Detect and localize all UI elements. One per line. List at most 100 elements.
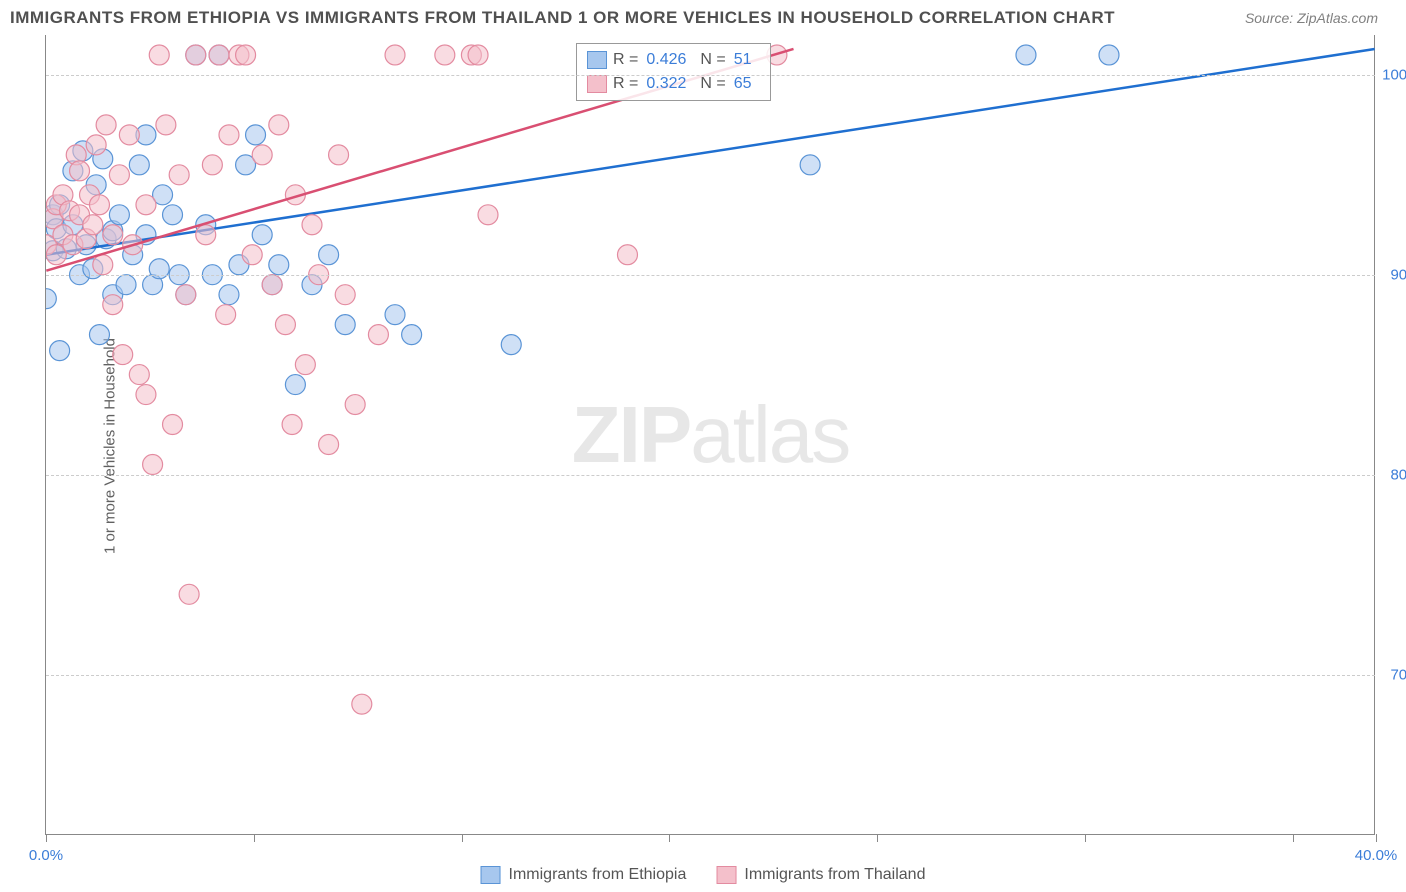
scatter-point <box>63 161 83 181</box>
scatter-point <box>136 385 156 405</box>
scatter-point <box>56 239 76 259</box>
gridline-horizontal <box>46 275 1375 276</box>
series-legend-item: Immigrants from Ethiopia <box>481 866 687 884</box>
scatter-point <box>242 245 262 265</box>
y-tick-label: 90.0% <box>1390 267 1406 284</box>
scatter-point <box>236 155 256 175</box>
scatter-point <box>252 145 272 165</box>
scatter-point <box>209 45 229 65</box>
scatter-point <box>163 415 183 435</box>
scatter-point <box>70 161 90 181</box>
x-tick-label: 40.0% <box>1355 847 1398 864</box>
scatter-point <box>123 245 143 265</box>
scatter-point <box>129 365 149 385</box>
series-name: Immigrants from Thailand <box>744 866 925 884</box>
scatter-point <box>402 325 422 345</box>
series-legend: Immigrants from Ethiopia Immigrants from … <box>481 866 926 884</box>
scatter-point <box>302 215 322 235</box>
series-legend-item: Immigrants from Thailand <box>716 866 925 884</box>
scatter-point <box>46 289 56 309</box>
x-tick-label: 0.0% <box>29 847 63 864</box>
x-tick <box>462 834 463 842</box>
scatter-point <box>103 285 123 305</box>
scatter-point <box>63 235 83 255</box>
scatter-point <box>153 185 173 205</box>
scatter-point <box>179 584 199 604</box>
scatter-point <box>103 221 123 241</box>
scatter-point <box>285 375 305 395</box>
scatter-point <box>113 345 133 365</box>
x-tick <box>669 834 670 842</box>
scatter-point <box>96 229 116 249</box>
plot-right-border <box>1374 35 1375 834</box>
legend-swatch <box>587 51 607 69</box>
scatter-point <box>93 255 113 275</box>
y-tick-label: 100.0% <box>1382 67 1406 84</box>
series-name: Immigrants from Ethiopia <box>509 866 687 884</box>
scatter-point <box>53 185 73 205</box>
legend-n-value: 51 <box>734 48 752 72</box>
scatter-point <box>385 305 405 325</box>
scatter-point <box>282 415 302 435</box>
scatter-point <box>345 395 365 415</box>
scatter-point <box>176 285 196 305</box>
scatter-point <box>46 205 63 225</box>
scatter-point <box>335 285 355 305</box>
legend-row: R =0.426N =51 <box>587 48 760 72</box>
scatter-point <box>229 255 249 275</box>
scatter-point <box>136 225 156 245</box>
scatter-point <box>176 285 196 305</box>
scatter-point <box>129 155 149 175</box>
scatter-point <box>76 235 96 255</box>
scatter-point <box>136 195 156 215</box>
scatter-point <box>1016 45 1036 65</box>
watermark: ZIPatlas <box>572 389 849 481</box>
scatter-point <box>236 45 256 65</box>
scatter-point <box>83 215 103 235</box>
scatter-point <box>136 125 156 145</box>
scatter-point <box>478 205 498 225</box>
scatter-point <box>46 235 56 255</box>
scatter-point <box>329 145 349 165</box>
scatter-point <box>285 185 305 205</box>
chart-title: IMMIGRANTS FROM ETHIOPIA VS IMMIGRANTS F… <box>10 8 1115 28</box>
scatter-point <box>501 335 521 355</box>
scatter-point <box>202 155 222 175</box>
scatter-point <box>96 115 116 135</box>
scatter-point <box>46 219 66 239</box>
scatter-point <box>385 45 405 65</box>
scatter-point <box>219 125 239 145</box>
y-tick-label: 70.0% <box>1390 667 1406 684</box>
legend-swatch <box>716 866 736 884</box>
scatter-point <box>335 315 355 335</box>
scatter-point <box>319 435 339 455</box>
scatter-point <box>70 205 90 225</box>
scatter-point <box>66 145 86 165</box>
scatter-point <box>169 165 189 185</box>
scatter-point <box>435 45 455 65</box>
scatter-point <box>143 275 163 295</box>
scatter-point <box>103 295 123 315</box>
scatter-point <box>53 225 73 245</box>
scatter-point <box>368 325 388 345</box>
scatter-point <box>468 45 488 65</box>
scatter-point <box>163 205 183 225</box>
legend-swatch <box>481 866 501 884</box>
scatter-point <box>46 241 63 261</box>
scatter-point <box>196 225 216 245</box>
scatter-point <box>216 305 236 325</box>
legend-swatch <box>587 75 607 93</box>
scatter-point <box>262 275 282 295</box>
scatter-point <box>617 245 637 265</box>
x-tick <box>877 834 878 842</box>
watermark-rest: atlas <box>690 390 849 479</box>
plot-area: ZIPatlas R =0.426N =51R =0.322N =65 70.0… <box>45 35 1375 835</box>
scatter-point <box>196 215 216 235</box>
gridline-horizontal <box>46 675 1375 676</box>
scatter-point <box>252 225 272 245</box>
y-tick-label: 80.0% <box>1390 467 1406 484</box>
scatter-point <box>116 275 136 295</box>
chart-svg <box>46 35 1375 834</box>
scatter-point <box>46 209 63 229</box>
scatter-point <box>86 175 106 195</box>
